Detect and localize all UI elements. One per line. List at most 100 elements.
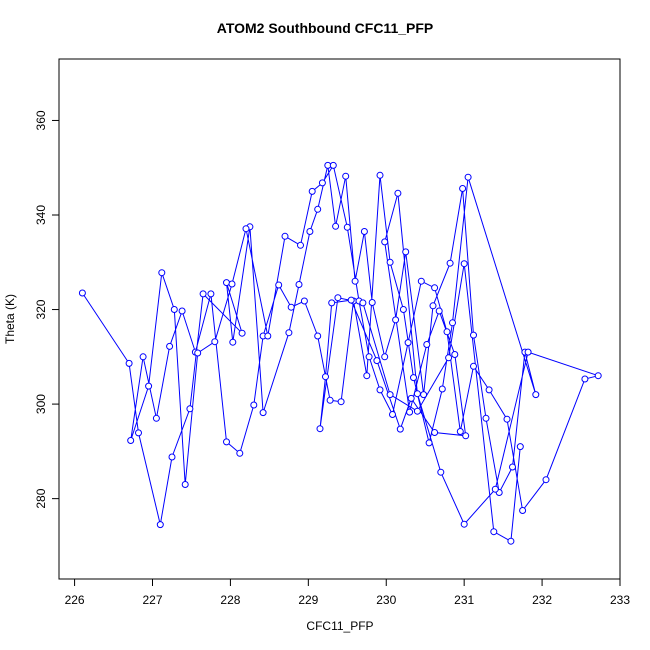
data-point: [470, 331, 477, 339]
data-point: [334, 294, 342, 302]
data-point: [228, 280, 236, 288]
data-point: [158, 269, 166, 277]
data-point: [399, 306, 407, 313]
data-point: [429, 302, 437, 310]
data-point: [542, 476, 550, 484]
data-point: [342, 172, 350, 180]
data-point: [229, 338, 237, 346]
data-point: [242, 225, 250, 233]
data-point: [145, 382, 153, 390]
data-point: [347, 296, 355, 304]
data-point: [460, 520, 468, 528]
y-axis: 280 300 320 340 360: [34, 110, 60, 509]
data-point: [425, 439, 433, 447]
data-point: [238, 329, 246, 337]
data-point: [295, 281, 303, 288]
data-point: [194, 349, 202, 357]
data-point: [300, 297, 308, 305]
data-point: [470, 362, 477, 370]
data-point: [236, 449, 244, 457]
data-point: [351, 277, 359, 285]
data-point: [417, 277, 425, 285]
data-point: [318, 179, 326, 187]
data-point: [443, 328, 451, 336]
data-point: [281, 232, 289, 240]
data-point: [178, 307, 186, 315]
data-point: [437, 468, 445, 476]
data-point: [264, 332, 272, 340]
data-point: [381, 238, 389, 246]
data-point: [314, 332, 322, 340]
data-point: [386, 391, 394, 399]
data-point: [394, 189, 402, 197]
data-point: [326, 396, 334, 404]
data-point: [168, 453, 176, 461]
data-point: [410, 374, 417, 382]
data-point: [207, 290, 215, 298]
data-point: [389, 411, 396, 418]
data-point: [516, 443, 524, 451]
y-tick-label: 360: [34, 110, 48, 130]
data-point: [446, 259, 454, 267]
data-point: [135, 429, 142, 437]
x-tick-label: 228: [220, 593, 240, 607]
data-point: [211, 338, 219, 346]
data-point: [360, 228, 368, 235]
x-tick-label: 231: [454, 593, 474, 607]
x-tick-label: 226: [65, 593, 85, 607]
series-layer: [78, 161, 602, 545]
data-point: [460, 260, 468, 268]
y-axis-label: Theta (K): [3, 294, 17, 344]
data-point: [139, 353, 147, 361]
data-point: [376, 386, 384, 394]
data-point: [396, 425, 404, 433]
data-point: [359, 299, 367, 307]
data-point: [406, 408, 414, 416]
data-point: [275, 281, 283, 289]
data-point: [594, 372, 602, 380]
data-point: [507, 537, 515, 545]
y-tick-label: 280: [34, 488, 48, 508]
data-point: [259, 409, 267, 417]
data-point: [407, 394, 415, 402]
y-tick-label: 300: [34, 394, 48, 414]
data-point: [316, 425, 324, 433]
data-point: [431, 429, 439, 436]
data-point: [337, 398, 345, 406]
data-point: [314, 205, 322, 213]
data-point: [223, 438, 230, 446]
data-point: [464, 173, 472, 181]
data-point: [445, 354, 453, 362]
data-point: [308, 187, 316, 195]
data-point: [392, 316, 400, 324]
data-point: [423, 341, 431, 348]
y-tick-label: 340: [34, 205, 48, 225]
data-point: [581, 375, 589, 383]
data-point: [332, 222, 340, 230]
data-point: [199, 290, 207, 298]
data-point: [459, 185, 467, 192]
data-point: [376, 171, 384, 179]
x-axis: 226 227 228 229 230 231 232 233: [65, 578, 630, 607]
data-point: [125, 359, 133, 367]
data-point: [532, 391, 540, 399]
data-point: [166, 342, 174, 350]
data-point: [386, 258, 394, 266]
data-point: [413, 407, 421, 415]
data-point: [363, 372, 371, 380]
data-point: [438, 385, 446, 393]
data-point: [435, 307, 443, 315]
data-point: [503, 415, 511, 423]
data-point: [402, 248, 410, 256]
data-point: [181, 481, 189, 488]
data-point: [373, 357, 381, 365]
data-point: [322, 373, 329, 381]
data-point: [186, 405, 194, 413]
data-point: [368, 299, 376, 306]
data-point: [78, 289, 86, 297]
data-point: [329, 161, 337, 169]
data-point: [381, 353, 389, 361]
data-point: [490, 528, 498, 536]
data-point: [328, 299, 336, 307]
